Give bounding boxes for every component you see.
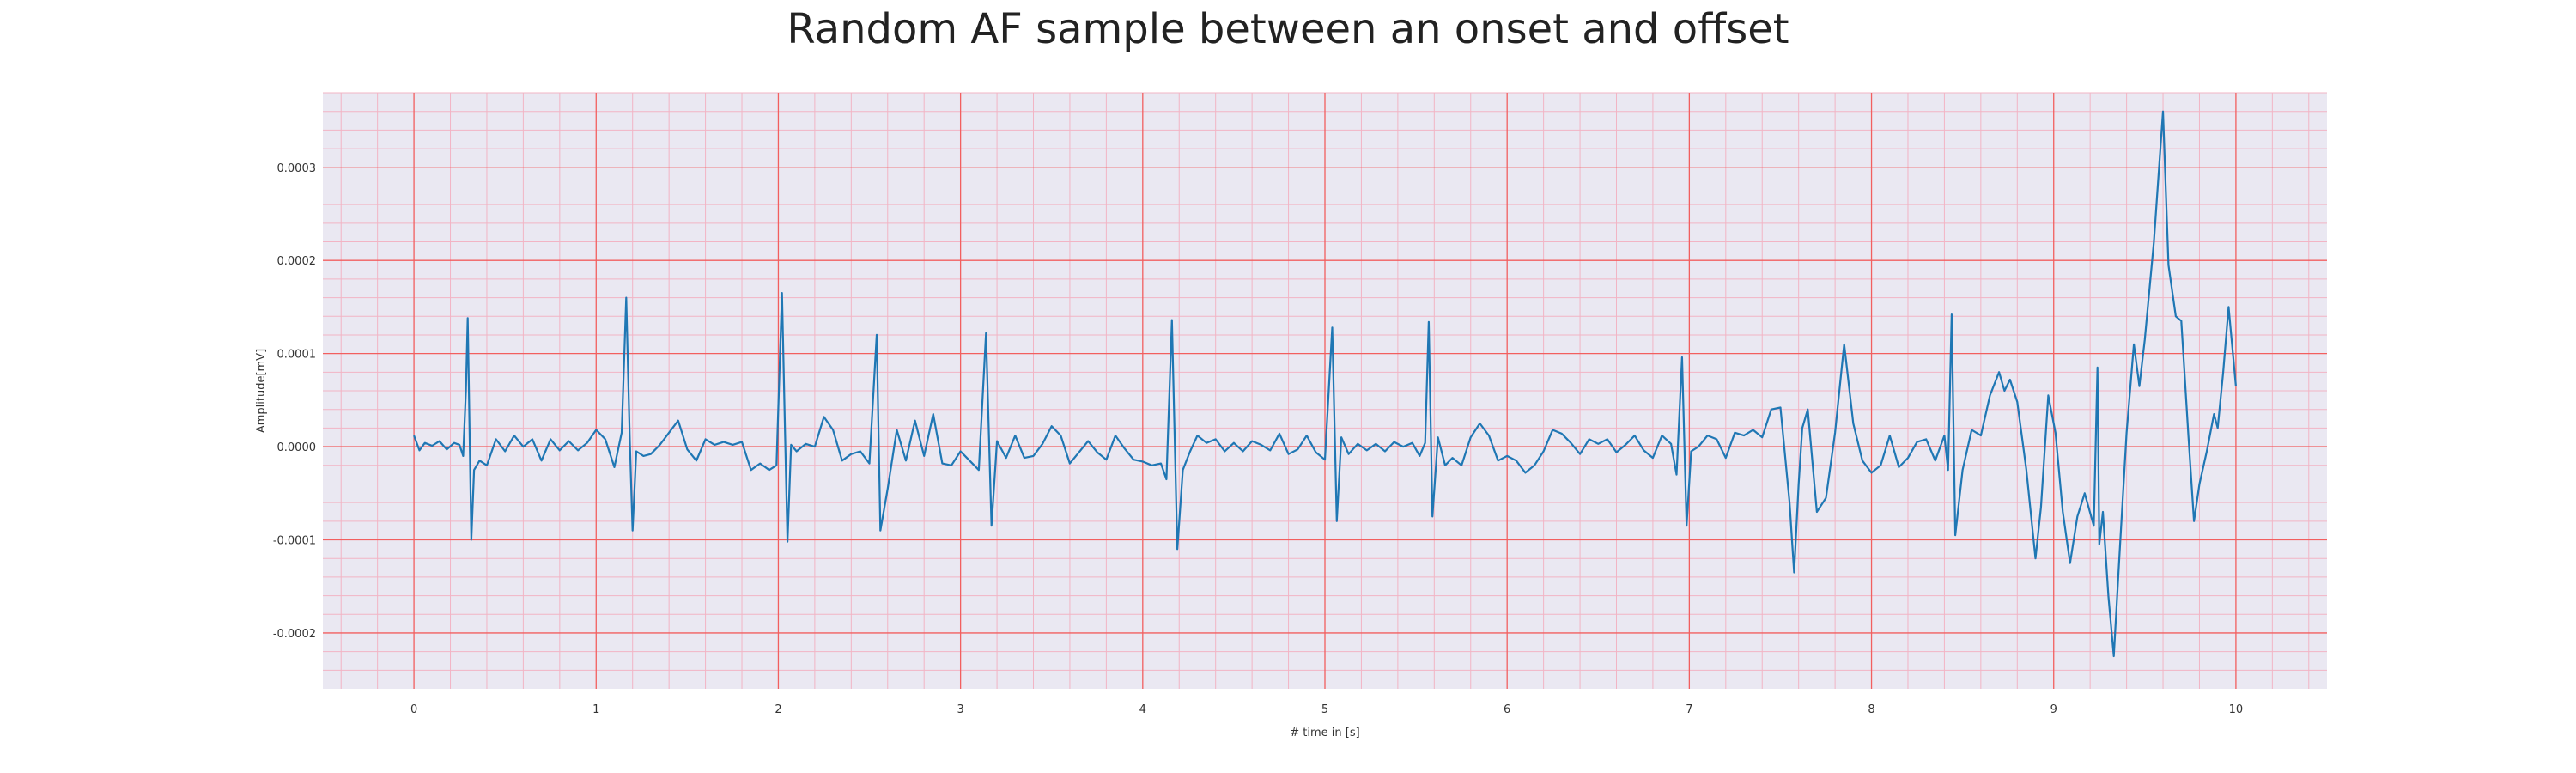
y-axis-ticks: -0.0002 -0.0001 0.0000 0.0001 0.0002 0.0003 <box>273 162 316 641</box>
y-tick-label: 0.0001 <box>277 349 317 362</box>
x-tick-label: 7 <box>1686 703 1692 716</box>
x-tick-label: 3 <box>957 703 963 716</box>
major-grid <box>323 93 2327 689</box>
x-tick-label: 0 <box>410 703 417 716</box>
chart-title: Random AF sample between an onset and of… <box>787 5 1789 53</box>
y-axis-label: Amplitude[mV] <box>255 349 268 433</box>
y-tick-label: -0.0001 <box>273 535 316 548</box>
x-tick-label: 10 <box>2229 703 2244 716</box>
x-tick-label: 8 <box>1868 703 1874 716</box>
y-tick-label: 0.0002 <box>277 255 317 268</box>
x-tick-label: 1 <box>592 703 599 716</box>
x-axis-ticks: 0 1 2 3 4 5 6 7 8 9 10 <box>410 703 2243 716</box>
x-tick-label: 6 <box>1504 703 1510 716</box>
y-tick-label: 0.0000 <box>277 441 317 454</box>
x-tick-label: 2 <box>775 703 781 716</box>
x-tick-label: 9 <box>2050 703 2057 716</box>
y-tick-label: 0.0003 <box>277 162 317 175</box>
x-tick-label: 4 <box>1139 703 1146 716</box>
ecg-series-line <box>413 110 2237 658</box>
x-tick-label: 5 <box>1321 703 1328 716</box>
y-tick-label: -0.0002 <box>273 628 316 641</box>
x-axis-label: # time in [s] <box>1290 727 1359 740</box>
